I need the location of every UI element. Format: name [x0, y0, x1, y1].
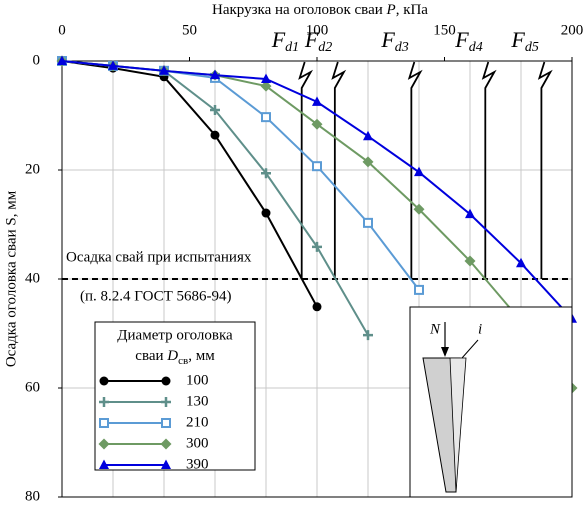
point: [161, 397, 171, 407]
limit-note: (п. 8.2.4 ГОСТ 5686-94): [80, 288, 232, 304]
point: [413, 203, 425, 215]
legend-label: 390: [186, 456, 209, 472]
force-symbol: F: [454, 27, 469, 52]
point: [99, 459, 109, 469]
point: [98, 438, 110, 450]
force-line: [537, 61, 553, 279]
force-label: Fd5: [510, 27, 538, 55]
legend: Диаметр оголовка сваи Dсв, мм 100 130 210 3…: [94, 321, 256, 472]
point: [210, 130, 220, 140]
legend-title-part: , мм: [188, 348, 215, 364]
point: [362, 156, 374, 168]
limit-label: Осадка свай при испытаниях: [66, 249, 252, 265]
legend-box: [94, 321, 256, 471]
force-sub: d5: [525, 40, 539, 55]
legend-label: 130: [186, 393, 209, 409]
force-sub: d3: [395, 40, 409, 55]
legend-label: 100: [186, 372, 209, 388]
legend-label: 210: [186, 414, 209, 430]
force-line: [481, 61, 497, 279]
y-tick-label: 60: [25, 379, 40, 395]
point: [161, 376, 171, 386]
force-label: Fd2: [304, 27, 332, 55]
force-line: [407, 61, 423, 279]
force-label: Fd3: [380, 27, 408, 55]
force-label: Fd4: [454, 27, 482, 55]
force-symbol: F: [271, 27, 286, 52]
x-tick-label: 200: [561, 22, 584, 38]
point: [160, 438, 172, 450]
point: [108, 60, 118, 70]
point: [261, 208, 271, 218]
inset: N i: [409, 306, 573, 498]
x-tick-label: 0: [58, 22, 66, 38]
point: [363, 130, 373, 141]
x-label-part: Накрузка на оголовок сваи: [212, 2, 386, 18]
force-label: Fd1: [271, 27, 299, 55]
x-tick-label: 50: [182, 22, 197, 38]
force-sub: d1: [285, 40, 299, 55]
y-tick-label: 40: [25, 270, 40, 286]
inset-angle: i: [478, 321, 482, 337]
point: [363, 217, 373, 228]
point: [57, 55, 67, 65]
force-symbol: F: [380, 27, 395, 52]
point: [312, 302, 322, 312]
x-axis-label: Накрузка на оголовок сваи P, кПа: [212, 2, 428, 18]
x-label-part: P: [386, 2, 396, 18]
x-tick-label: 150: [433, 22, 456, 38]
point: [464, 255, 476, 267]
point: [261, 73, 271, 83]
force-sub: d4: [469, 40, 483, 55]
y-tick-label: 20: [25, 161, 40, 177]
point: [159, 65, 169, 75]
legend-title: сваи Dсв, мм: [135, 348, 215, 366]
force-symbol: F: [304, 27, 319, 52]
legend-title: Диаметр оголовка: [117, 327, 233, 343]
y-tick-label: 0: [33, 52, 41, 68]
point: [414, 284, 424, 295]
arrow-head: [441, 347, 449, 357]
force-line: [331, 61, 347, 279]
legend-title-part: сваи: [135, 348, 167, 364]
leader-line: [461, 339, 479, 359]
point: [260, 80, 272, 92]
legend-title-part: св: [178, 355, 188, 367]
x-tick-label: 100: [306, 22, 329, 38]
point: [312, 96, 322, 106]
point: [312, 161, 322, 172]
point: [363, 330, 373, 341]
series-line: [61, 60, 318, 308]
point: [516, 257, 526, 268]
point: [311, 118, 323, 130]
x-label-part: , кПа: [396, 2, 429, 18]
point: [261, 112, 271, 123]
point: [465, 208, 475, 219]
inset-force: N: [429, 321, 441, 337]
point: [210, 69, 220, 80]
y-tick-label: 80: [25, 488, 40, 504]
point: [261, 168, 271, 179]
point: [210, 105, 220, 116]
point: [161, 418, 171, 428]
point: [99, 376, 109, 386]
pile-edge: [449, 357, 467, 493]
point: [161, 459, 171, 469]
force-symbol: F: [510, 27, 525, 52]
force-sub: d2: [318, 40, 332, 55]
point: [414, 166, 424, 177]
point: [99, 397, 109, 407]
legend-label: 300: [186, 435, 209, 451]
legend-title-part: D: [166, 348, 178, 364]
plot-area: 0 50 100 150 200 0 20 40 60 80 Осадка свай при исп…: [25, 22, 583, 504]
point: [99, 418, 109, 428]
point: [312, 241, 322, 252]
y-axis-label: Осадка оголовка сваи S, мм: [3, 190, 19, 367]
